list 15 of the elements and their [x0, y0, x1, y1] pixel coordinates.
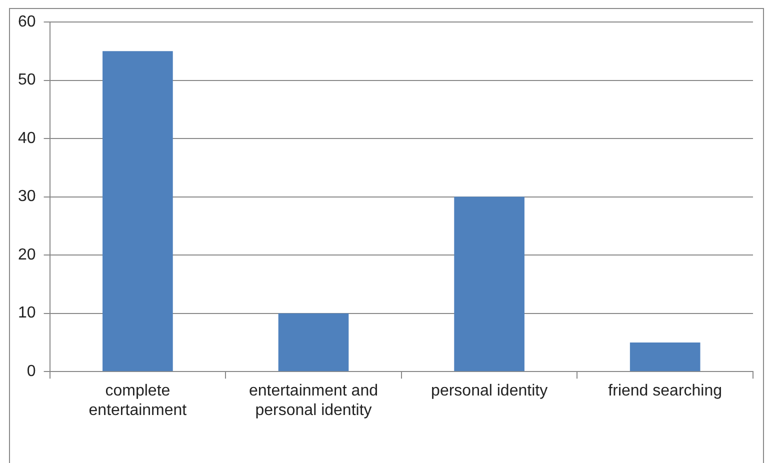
x-tick-label: friend searching	[608, 382, 722, 400]
y-tick-label: 10	[18, 304, 36, 322]
y-tick-label: 20	[18, 246, 36, 264]
y-tick-label: 50	[18, 72, 36, 89]
bar	[454, 196, 524, 372]
y-tick-label: 60	[18, 13, 36, 30]
bar	[630, 342, 700, 372]
y-tick-label: 0	[26, 363, 36, 380]
x-tick-label: complete entertainment	[88, 382, 188, 419]
y-tick-label: 30	[18, 188, 36, 206]
y-tick-label: 40	[18, 130, 36, 147]
bar	[102, 51, 173, 372]
x-tick-label: entertainment and personal identity	[249, 382, 378, 419]
x-tick-label: personal identity	[431, 382, 548, 400]
bar	[278, 313, 349, 372]
